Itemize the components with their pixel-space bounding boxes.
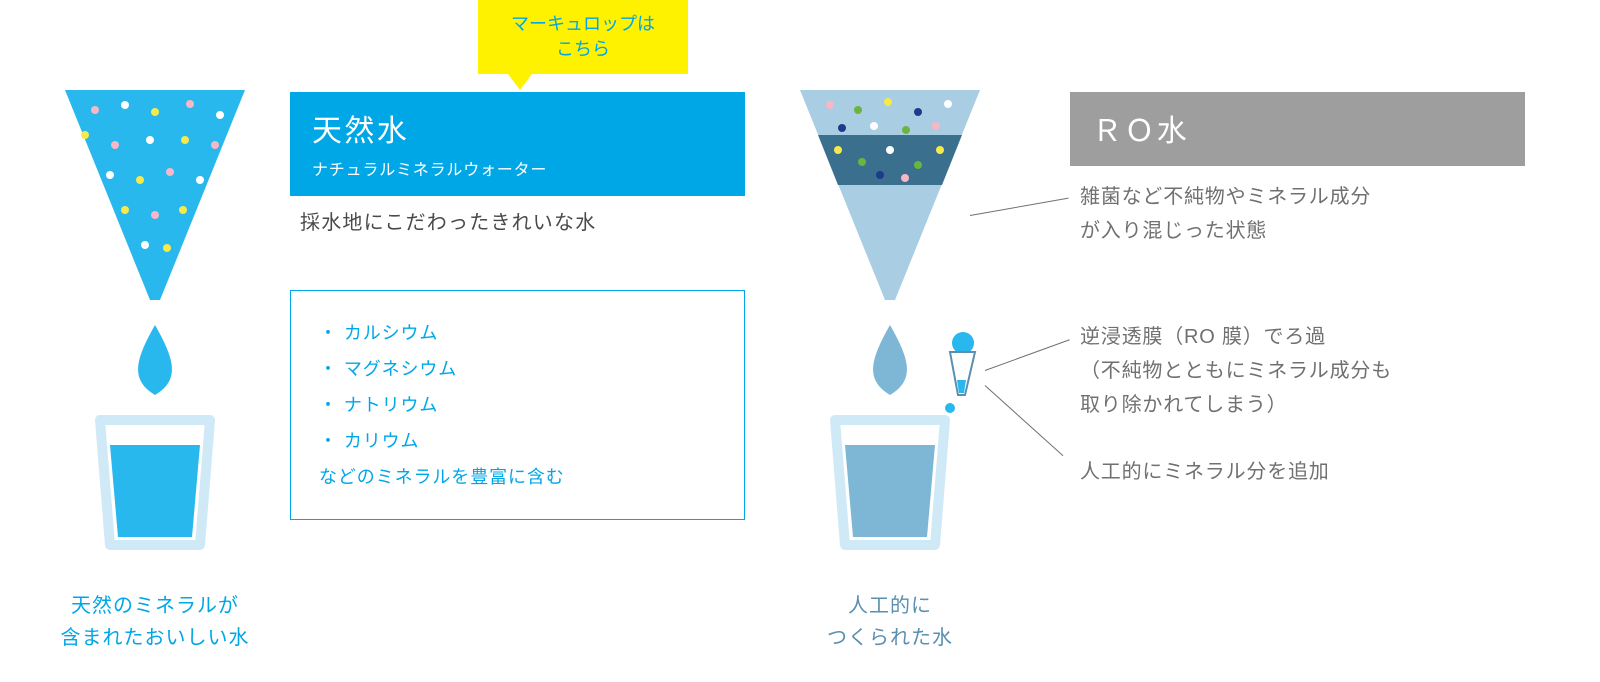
natural-funnel-diagram [55, 90, 255, 570]
natural-lead: 採水地にこだわったきれいな水 [300, 206, 596, 235]
natural-caption-line1: 天然のミネラルが [71, 595, 239, 617]
ro-caption-line1: 人工的に [848, 595, 932, 617]
ro-desc-1: 雑菌など不純物やミネラル成分 が入り混じった状態 [1080, 180, 1371, 248]
ro-desc-3: 人工的にミネラル分を追加 [1080, 455, 1330, 489]
natural-header: 天然水 ナチュラルミネラルウォーター [290, 92, 745, 196]
dropper-icon [945, 332, 975, 413]
mineral-item-2: ・ ナトリウム [319, 387, 716, 423]
ro-header: ＲＯ水 [1070, 92, 1525, 166]
natural-header-sub: ナチュラルミネラルウォーター [312, 156, 723, 180]
callout-line2: こちら [556, 39, 610, 59]
natural-header-title: 天然水 [312, 106, 723, 150]
mineral-tail: などのミネラルを豊富に含む [319, 459, 716, 495]
callout-bubble: マーキュロップは こちら [478, 0, 688, 74]
ro-caption-line2: つくられた水 [827, 627, 953, 649]
natural-caption: 天然のミネラルが 含まれたおいしい水 [35, 590, 275, 654]
natural-caption-line2: 含まれたおいしい水 [61, 627, 250, 649]
ro-desc-2: 逆浸透膜（RO 膜）でろ過 （不純物とともにミネラル成分も 取り除かれてしまう） [1080, 320, 1392, 422]
ro-header-title: ＲＯ水 [1092, 106, 1503, 150]
ro-caption: 人工的に つくられた水 [790, 590, 990, 654]
mineral-item-0: ・ カルシウム [319, 315, 716, 351]
ro-funnel-diagram [790, 90, 1030, 570]
callout-line1: マーキュロップは [511, 14, 655, 34]
mineral-list-box: ・ カルシウム ・ マグネシウム ・ ナトリウム ・ カリウム などのミネラルを… [290, 290, 745, 520]
mineral-item-1: ・ マグネシウム [319, 351, 716, 387]
mineral-item-3: ・ カリウム [319, 423, 716, 459]
